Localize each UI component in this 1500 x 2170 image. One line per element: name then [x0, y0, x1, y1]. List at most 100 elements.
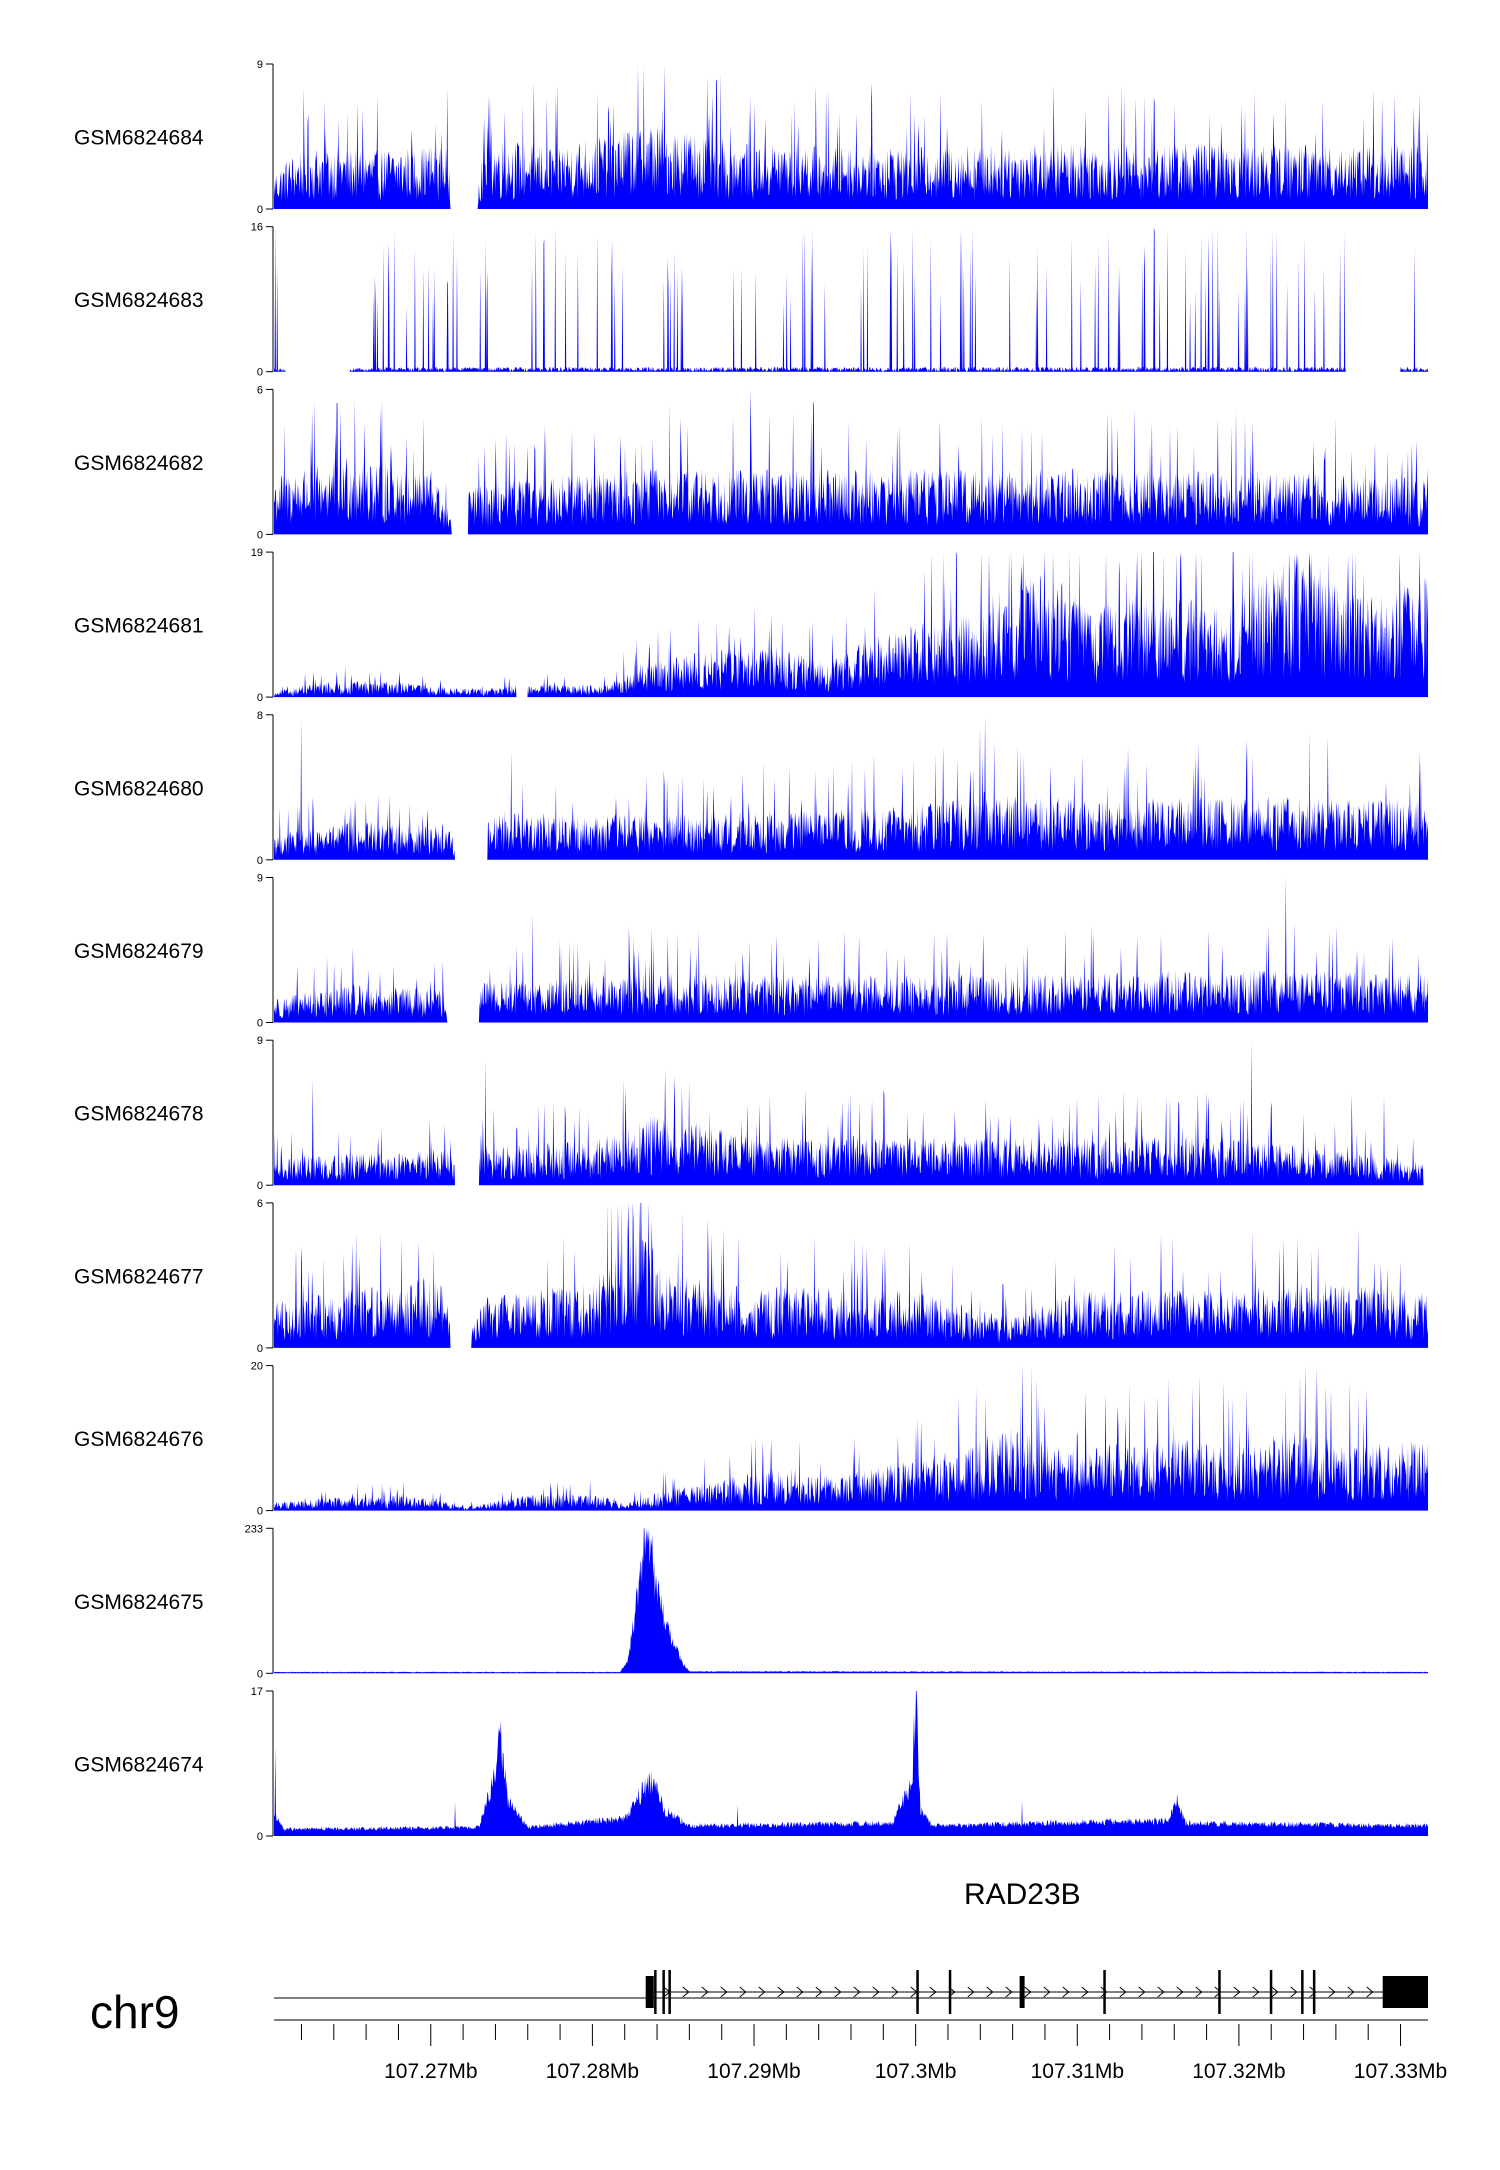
strand-arrow: [1309, 1986, 1317, 1998]
strand-arrow: [1347, 1986, 1355, 1998]
coverage-tracks: GSM682468490GSM6824683160GSM682468260GSM…: [74, 59, 1428, 1843]
track-sample-label: GSM6824682: [74, 452, 204, 475]
strand-arrow: [796, 1986, 804, 1998]
gene-exon: [654, 1970, 657, 2014]
track-sample-label: GSM6824683: [74, 289, 204, 312]
strand-arrow: [1233, 1986, 1241, 1998]
track-sample-label: GSM6824674: [74, 1754, 204, 1777]
strand-arrow: [853, 1986, 861, 1998]
strand-arrow: [1252, 1986, 1260, 1998]
coverage-area: [274, 64, 1428, 209]
strand-arrow: [720, 1986, 728, 1998]
coverage-area: [274, 1202, 1428, 1348]
track-ymax-label: 233: [245, 1523, 263, 1535]
gene-name-label: RAD23B: [964, 1878, 1081, 1911]
coverage-track: GSM6824681 19 0: [74, 547, 1428, 704]
track-ymax-label: 20: [251, 1361, 263, 1373]
strand-arrow: [1138, 1986, 1146, 1998]
gene-exon: [1103, 1970, 1106, 2014]
coverage-track: GSM6824678 9 0: [74, 1035, 1428, 1192]
coverage-track: GSM6824674 17 0: [74, 1686, 1428, 1843]
strand-arrow: [929, 1986, 937, 1998]
coverage-area: [274, 714, 1428, 860]
track-ymin-label: 0: [257, 1018, 263, 1030]
coverage-area: [274, 1365, 1428, 1511]
strand-arrow: [1176, 1986, 1184, 1998]
strand-arrow: [1119, 1986, 1127, 1998]
strand-arrow: [777, 1986, 785, 1998]
strand-arrow: [872, 1986, 880, 1998]
gene-exon: [662, 1970, 665, 2014]
track-ymin-label: 0: [257, 692, 263, 704]
gene-exon: [1301, 1970, 1304, 2014]
strand-arrow: [682, 1986, 690, 1998]
x-axis-tick-label: 107.32Mb: [1192, 2060, 1285, 2083]
strand-arrow: [1214, 1986, 1222, 1998]
gene-exon: [645, 1976, 654, 2008]
track-ymax-label: 6: [257, 1198, 263, 1210]
track-ymax-label: 8: [257, 710, 263, 722]
strand-arrow: [1062, 1986, 1070, 1998]
coverage-area: [274, 1691, 1428, 1836]
track-ymin-label: 0: [257, 1668, 263, 1680]
strand-arrow: [701, 1986, 709, 1998]
track-ymin-label: 0: [257, 1343, 263, 1355]
track-sample-label: GSM6824680: [74, 777, 204, 800]
gene-annotation-track: RAD23B: [645, 1878, 1428, 2014]
coverage-area: [274, 1041, 1428, 1186]
genomic-coordinate-axis: chr9 107.27Mb 107.28Mb 107.29Mb 107.3Mb 107.3…: [90, 1986, 1447, 2083]
coverage-track: GSM6824677 6 0: [74, 1198, 1428, 1355]
track-ymin-label: 0: [257, 1180, 263, 1192]
gene-exon: [948, 1970, 952, 2014]
track-sample-label: GSM6824684: [74, 127, 204, 150]
coverage-track: GSM6824676 20 0: [74, 1361, 1428, 1518]
x-axis-tick-label: 107.31Mb: [1031, 2060, 1124, 2083]
x-axis-tick-label: 107.29Mb: [707, 2060, 800, 2083]
coverage-area: [274, 226, 1428, 372]
coverage-area: [274, 389, 1428, 535]
coverage-track: GSM6824679 9 0: [74, 873, 1428, 1030]
coverage-area: [274, 1528, 1428, 1674]
track-ymax-label: 9: [257, 873, 263, 885]
strand-arrow: [1328, 1986, 1336, 1998]
gene-exon: [1019, 1976, 1025, 2008]
strand-arrow: [1366, 1986, 1374, 1998]
strand-arrow: [986, 1986, 994, 1998]
x-axis-tick-label: 107.33Mb: [1354, 2060, 1447, 2083]
coverage-track: GSM6824684 9 0: [74, 59, 1428, 216]
track-ymax-label: 9: [257, 1035, 263, 1047]
coverage-track: GSM6824680 8 0: [74, 710, 1428, 867]
track-sample-label: GSM6824678: [74, 1103, 204, 1126]
strand-arrow: [815, 1986, 823, 1998]
track-ymax-label: 19: [251, 547, 263, 559]
track-ymax-label: 17: [251, 1686, 263, 1698]
track-ymin-label: 0: [257, 529, 263, 541]
strand-arrow: [739, 1986, 747, 1998]
coverage-area: [274, 552, 1428, 698]
track-sample-label: GSM6824681: [74, 615, 204, 638]
track-ymin-label: 0: [257, 204, 263, 216]
gene-exon: [1312, 1970, 1316, 2014]
strand-arrow: [967, 1986, 975, 1998]
strand-arrow: [1271, 1986, 1279, 1998]
x-axis-tick-label: 107.3Mb: [875, 2060, 957, 2083]
coverage-area: [274, 877, 1428, 1023]
gene-exon: [916, 1970, 919, 2014]
track-ymax-label: 16: [251, 222, 263, 234]
strand-arrow: [1043, 1986, 1051, 1998]
strand-arrow: [834, 1986, 842, 1998]
coverage-track: GSM6824675 233 0: [74, 1523, 1428, 1680]
track-sample-label: GSM6824675: [74, 1591, 204, 1614]
x-axis-tick-label: 107.28Mb: [546, 2060, 639, 2083]
gene-exon: [668, 1970, 671, 2014]
strand-arrow: [1195, 1986, 1203, 1998]
gene-exon: [1382, 1976, 1428, 2008]
chromosome-label: chr9: [90, 1986, 179, 2038]
strand-arrow: [891, 1986, 899, 1998]
strand-arrow: [1081, 1986, 1089, 1998]
coverage-track: GSM6824683 16 0: [74, 222, 1428, 379]
track-sample-label: GSM6824679: [74, 940, 204, 963]
track-ymax-label: 9: [257, 59, 263, 71]
gene-exon: [1218, 1970, 1221, 2014]
